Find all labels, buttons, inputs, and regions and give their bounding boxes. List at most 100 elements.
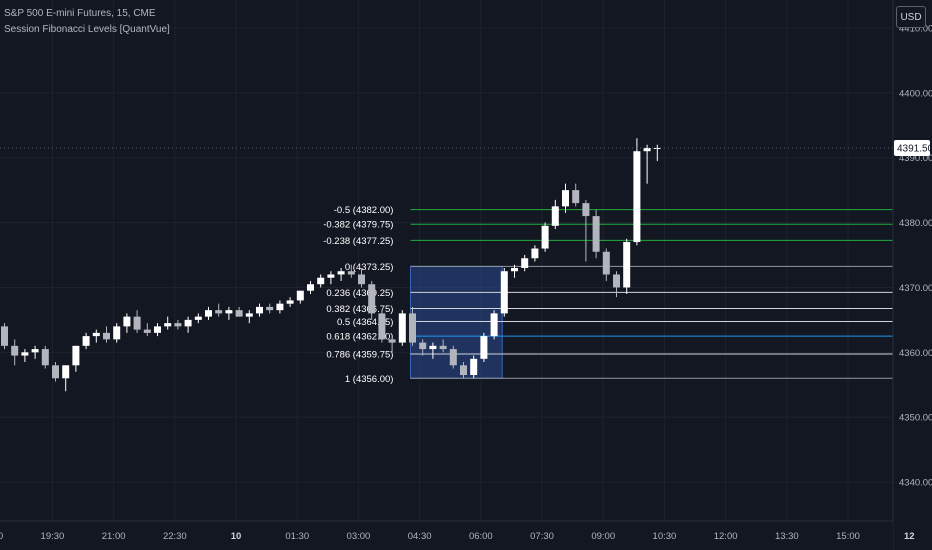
price-axis-tick-label: 4340.00 xyxy=(899,478,932,489)
price-axis-tick-label: 4380.00 xyxy=(899,218,932,229)
candle-body xyxy=(347,271,355,275)
time-axis-tick-label: 09:00 xyxy=(591,531,615,542)
candle-body xyxy=(296,290,304,301)
time-axis-tick-label: 15:00 xyxy=(836,531,860,542)
candle-body xyxy=(460,365,467,376)
candle-body xyxy=(205,310,212,317)
candle-body xyxy=(500,271,508,314)
candle-body xyxy=(521,258,529,268)
candle-body xyxy=(62,365,70,379)
candle-body xyxy=(572,190,580,204)
candle-body xyxy=(286,300,294,304)
candle-body xyxy=(92,332,100,337)
currency-button[interactable]: USD xyxy=(896,6,926,28)
candle-body xyxy=(245,313,253,317)
last-price-label: 4391.50 xyxy=(897,143,932,154)
candle-body xyxy=(143,329,151,333)
candle-body xyxy=(592,216,600,252)
candle-body xyxy=(378,313,386,340)
time-axis-tick-label: 12:00 xyxy=(714,531,738,542)
indicator-title[interactable]: Session Fibonacci Levels [QuantVue] xyxy=(4,24,170,35)
candle-body xyxy=(225,310,233,314)
fib-level-label: 0.5 (4364.75) xyxy=(337,317,394,328)
candle-body xyxy=(633,151,641,243)
candle-body xyxy=(531,248,539,259)
candle-body xyxy=(388,339,396,343)
candle-body xyxy=(307,284,314,291)
candle-body xyxy=(368,284,376,314)
time-axis-tick-label: 13:30 xyxy=(775,531,799,542)
candle-body xyxy=(194,316,202,320)
candle-body xyxy=(623,242,631,288)
price-axis-tick-label: 4410.00 xyxy=(899,23,932,34)
candle-body xyxy=(541,225,549,249)
candle-body xyxy=(123,316,131,327)
candle-body xyxy=(398,313,406,343)
time-axis-tick-label: 12 xyxy=(904,531,915,542)
candle-body xyxy=(41,349,49,366)
candle-body xyxy=(317,277,325,285)
candle-body xyxy=(602,251,610,275)
time-axis-tick-label: 01:30 xyxy=(285,531,309,542)
candle-body xyxy=(52,365,59,379)
fib-level-label: 0.382 (4366.75) xyxy=(326,304,393,315)
candle-body xyxy=(164,323,172,327)
candle-body xyxy=(276,303,284,311)
price-axis-tick-label: 4360.00 xyxy=(899,348,932,359)
candle-body xyxy=(551,206,559,226)
candle-body xyxy=(184,319,192,327)
candle-body xyxy=(103,332,110,340)
candle-body xyxy=(133,316,141,330)
fib-level-label: 0.236 (4369.25) xyxy=(326,288,393,299)
candle-body xyxy=(11,345,19,356)
candle-body xyxy=(327,274,335,278)
candle-body xyxy=(358,274,365,285)
candle-body xyxy=(439,345,447,350)
time-axis-tick-label: 18:00 xyxy=(0,531,3,542)
fib-level-label: 0.618 (4362.50) xyxy=(326,332,393,343)
candle-body xyxy=(429,345,437,350)
candle-body xyxy=(31,349,39,353)
candle-body xyxy=(643,147,651,152)
time-axis-tick-label: 19:30 xyxy=(41,531,65,542)
candle-body xyxy=(266,306,274,311)
candle-body xyxy=(480,336,488,359)
candle-body xyxy=(470,358,478,376)
candle-body xyxy=(256,306,263,314)
time-axis-tick-label: 22:30 xyxy=(163,531,187,542)
time-axis-tick-label: 10:30 xyxy=(653,531,677,542)
price-axis-tick-label: 4390.00 xyxy=(899,153,932,164)
price-axis-bg xyxy=(893,0,932,550)
candle-body xyxy=(511,267,518,272)
candle-body xyxy=(490,313,498,337)
chart-legend: S&P 500 E-mini Futures, 15, CME Session … xyxy=(4,6,170,38)
candle-body xyxy=(154,326,161,333)
symbol-title[interactable]: S&P 500 E-mini Futures, 15, CME xyxy=(4,8,156,19)
candle-body xyxy=(419,342,427,350)
fib-level-label: -0.382 (4379.75) xyxy=(323,220,393,231)
candle-body xyxy=(113,326,121,340)
fib-level-label: 0 (4373.25) xyxy=(345,262,394,273)
last-price-marker xyxy=(894,139,930,156)
fib-level-label: 0.786 (4359.75) xyxy=(326,349,393,360)
time-axis-tick-label: 07:30 xyxy=(530,531,554,542)
candle-body xyxy=(72,345,80,366)
price-axis-tick-label: 4370.00 xyxy=(899,283,932,294)
candle-body xyxy=(409,313,416,343)
fib-level-label: -0.238 (4377.25) xyxy=(323,236,393,247)
time-axis-tick-label: 21:00 xyxy=(102,531,126,542)
time-axis-tick-label: 04:30 xyxy=(408,531,432,542)
candle-body xyxy=(235,310,243,317)
time-axis-tick-label: 03:00 xyxy=(347,531,371,542)
candle-body xyxy=(613,274,620,288)
candle-body xyxy=(1,326,8,346)
price-axis-tick-label: 4400.00 xyxy=(899,88,932,99)
candle-body xyxy=(215,310,223,314)
time-axis-tick-label: 10 xyxy=(231,531,242,542)
candle-body xyxy=(582,203,590,217)
fib-level-label: 1 (4356.00) xyxy=(345,374,394,385)
candle-body xyxy=(449,349,457,366)
candle-body xyxy=(21,352,29,356)
